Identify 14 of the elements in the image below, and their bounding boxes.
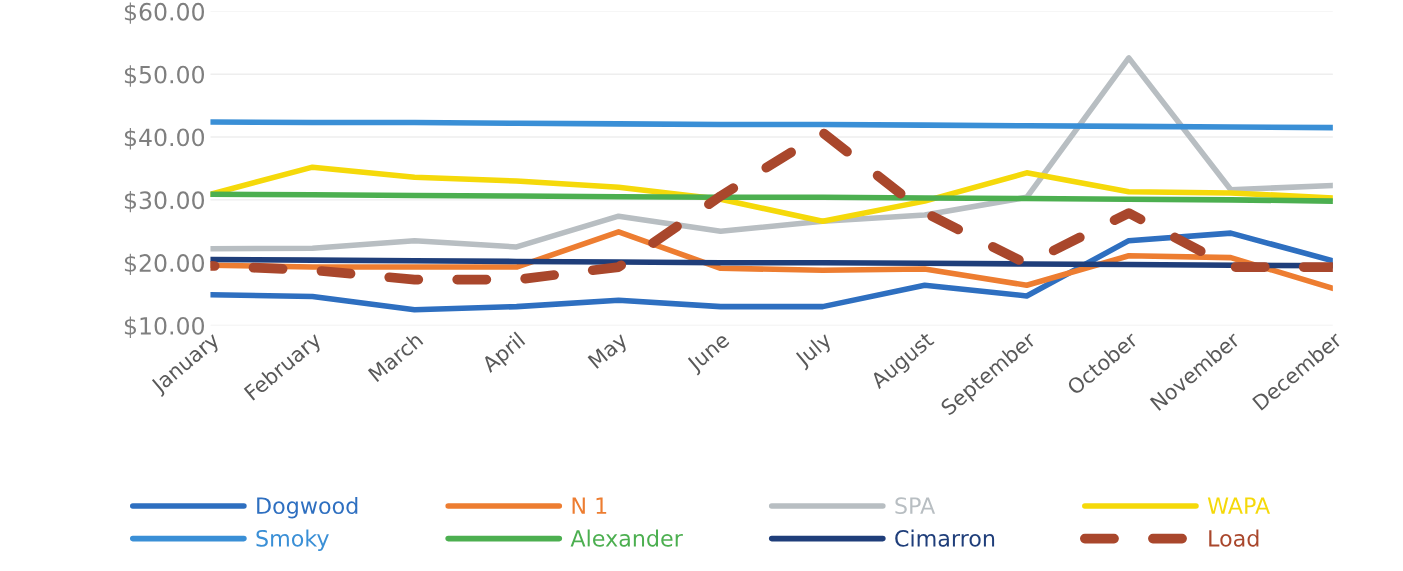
text: Smoky: [256, 529, 329, 551]
text: Load: [1209, 529, 1259, 547]
text: WAPA: [1207, 497, 1271, 514]
text: SPA: [895, 497, 936, 515]
text: Alexander: [570, 529, 683, 547]
y-tick-label: $30.00: [124, 190, 205, 213]
y-tick-label: $50.00: [124, 65, 205, 87]
y-tick-label: $60.00: [124, 2, 205, 24]
text: N 1: [572, 497, 607, 514]
x-tick-label: May: [587, 331, 632, 373]
y-tick-label: $20.00: [124, 253, 205, 276]
text: Cimarron: [895, 529, 995, 547]
y-tick-label: $40.00: [124, 128, 205, 150]
text: Dogwood: [257, 496, 358, 519]
